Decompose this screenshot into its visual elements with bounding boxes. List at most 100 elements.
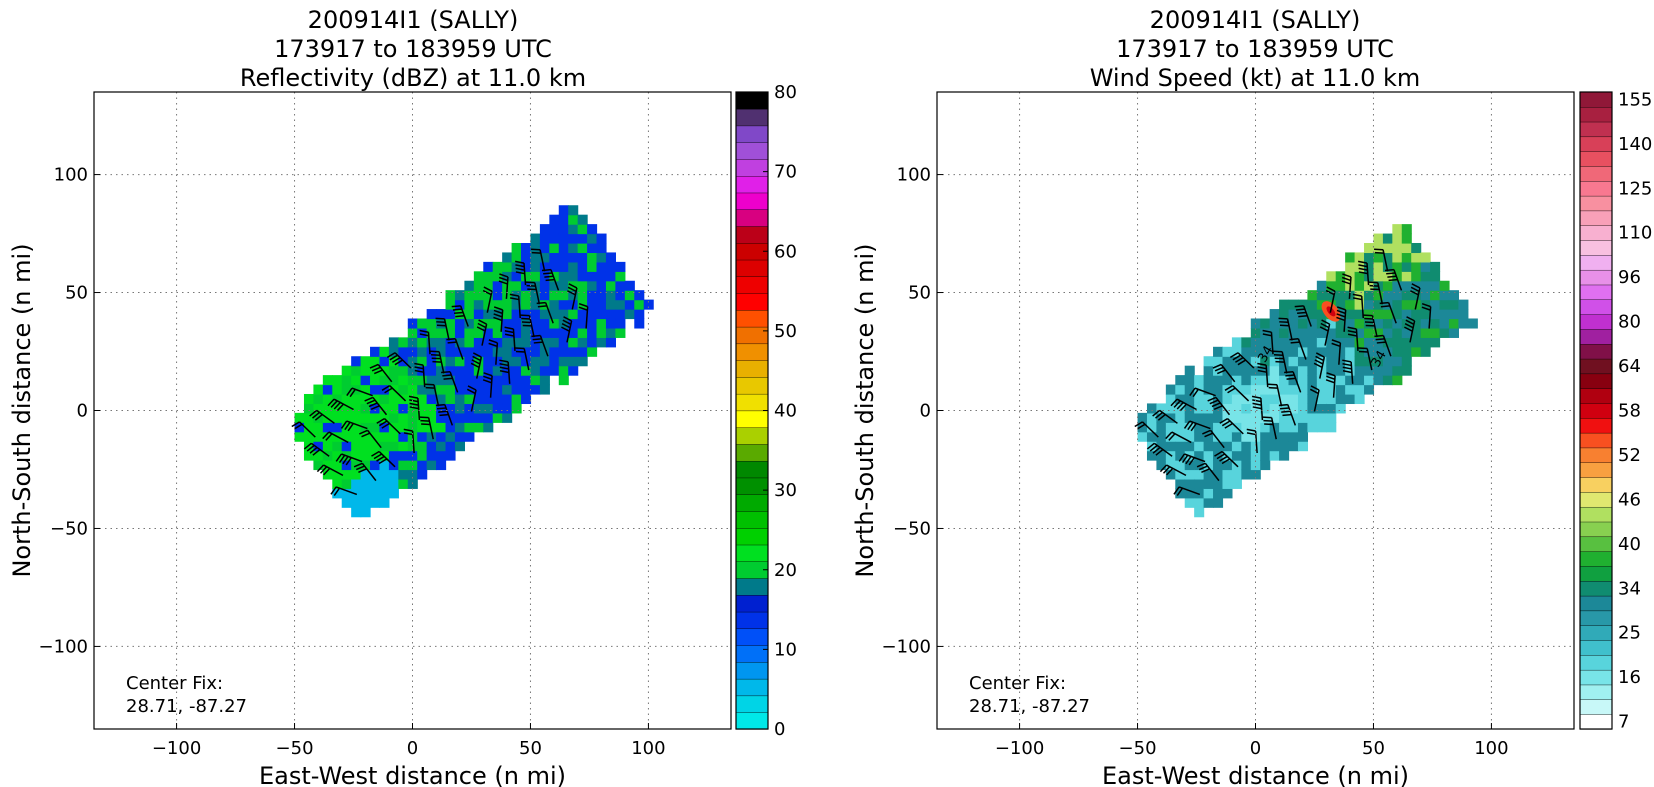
data-cell — [1411, 337, 1422, 348]
data-cell — [605, 261, 616, 272]
data-cell — [1175, 393, 1186, 405]
data-cell — [587, 233, 598, 244]
data-cell — [379, 497, 390, 508]
data-cell — [370, 450, 381, 461]
data-cell — [1335, 309, 1346, 320]
data-cell — [1194, 469, 1205, 480]
wind-barb — [333, 398, 354, 411]
data-cell — [1269, 337, 1280, 348]
data-cell — [530, 299, 541, 310]
wind-barb-flag — [389, 354, 398, 361]
data-cell — [1213, 356, 1224, 367]
wind-barb-flag — [478, 319, 487, 325]
data-cell — [1260, 356, 1271, 367]
data-cell — [1297, 299, 1309, 310]
data-cell — [1335, 403, 1346, 414]
data-cell — [539, 261, 550, 272]
data-cell — [1307, 327, 1318, 338]
data-cell — [370, 375, 381, 386]
wind-barb-flag — [1285, 374, 1295, 377]
wind-barb — [539, 335, 549, 357]
data-cell — [549, 365, 560, 376]
wind-barb-flag — [1262, 329, 1272, 333]
data-cell — [624, 290, 635, 301]
data-cell — [379, 460, 390, 471]
wind-barb — [438, 351, 445, 374]
data-cell — [1288, 309, 1299, 320]
data-cell — [388, 375, 399, 386]
wind-barb-flag — [312, 411, 320, 419]
wind-barb — [1153, 442, 1173, 457]
data-cell — [398, 412, 409, 423]
colorbar-segment — [735, 443, 769, 462]
data-cell — [1307, 309, 1318, 320]
wind-barb-flag — [1213, 405, 1223, 410]
data-cell — [1401, 233, 1412, 244]
data-cell — [1297, 431, 1309, 442]
data-cell — [1373, 271, 1384, 282]
wind-barb — [427, 417, 434, 440]
wind-barb-flag — [1336, 316, 1346, 322]
wind-barb-flag — [443, 377, 453, 380]
data-cell — [530, 365, 541, 376]
data-cell — [502, 337, 513, 348]
data-cell — [1401, 309, 1412, 320]
wind-barb-flag — [403, 428, 413, 432]
x-tick-label: −50 — [276, 738, 314, 759]
colorbar-segment — [1579, 506, 1613, 523]
data-cell — [1260, 375, 1271, 386]
data-cell — [341, 393, 352, 405]
wind-barb-flag — [1252, 399, 1262, 403]
data-cell — [1411, 346, 1422, 357]
colorbar-tick-label: 50 — [774, 321, 797, 342]
data-cell — [417, 431, 428, 442]
wind-barb-flag — [409, 402, 419, 406]
data-cell — [1335, 299, 1346, 310]
data-cell — [417, 365, 428, 376]
y-tick-label: −50 — [893, 518, 931, 539]
data-cell — [379, 346, 390, 357]
data-cell — [1411, 252, 1422, 263]
data-cell — [1165, 431, 1176, 442]
data-cell — [1326, 403, 1337, 414]
data-cell — [454, 441, 466, 452]
data-cell — [577, 346, 588, 357]
data-cell — [502, 252, 513, 263]
wind-barb — [1237, 352, 1255, 369]
data-cell — [1392, 261, 1403, 272]
data-cell — [407, 337, 418, 348]
data-cell — [1307, 290, 1318, 301]
wind-barb-flag — [1325, 289, 1335, 296]
wind-barb-flag — [467, 385, 477, 391]
data-cell — [1458, 309, 1469, 320]
data-cell — [483, 337, 494, 348]
data-cell — [313, 393, 324, 405]
colorbar-segment — [1579, 136, 1613, 152]
data-cell — [464, 393, 475, 405]
data-cell — [370, 431, 381, 442]
data-cell — [511, 327, 522, 338]
data-cell — [1392, 242, 1403, 254]
wind-barb-flag — [1155, 448, 1164, 456]
data-cell — [1307, 422, 1318, 433]
wind-barb-flag — [1190, 423, 1197, 432]
data-cell — [1297, 309, 1309, 320]
colorbar-segment — [1579, 654, 1613, 671]
data-cell — [322, 393, 333, 405]
data-cell — [1316, 346, 1327, 357]
data-cell — [492, 280, 503, 291]
data-cell — [577, 233, 588, 244]
wind-barb — [1254, 430, 1258, 454]
wind-barb — [1226, 418, 1244, 435]
data-cell — [568, 365, 579, 376]
data-cell — [1269, 431, 1280, 442]
wind-barb — [1286, 318, 1293, 341]
colorbar-segment — [1579, 417, 1613, 434]
data-cell — [596, 318, 607, 329]
wind-barb — [454, 338, 464, 360]
colorbar-segment — [735, 192, 769, 210]
wind-barb-flag — [493, 306, 503, 311]
data-cell — [521, 365, 532, 376]
data-cell — [1184, 441, 1195, 452]
data-cell — [1430, 309, 1441, 320]
